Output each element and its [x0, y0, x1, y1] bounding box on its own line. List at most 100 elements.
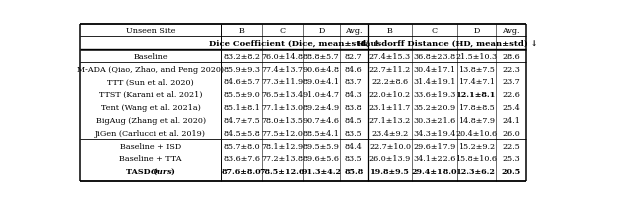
Text: 84.6: 84.6: [345, 65, 363, 73]
Text: Tent (Wang et al. 2021a): Tent (Wang et al. 2021a): [100, 103, 200, 111]
Text: 19.8±9.5: 19.8±9.5: [370, 167, 410, 175]
Text: 90.6±4.8: 90.6±4.8: [303, 65, 340, 73]
Text: 82.7: 82.7: [345, 52, 363, 60]
Text: 15.8±10.6: 15.8±10.6: [455, 155, 497, 163]
Text: 34.1±22.6: 34.1±22.6: [413, 155, 456, 163]
Text: B: B: [387, 27, 393, 35]
Text: 20.5: 20.5: [501, 167, 521, 175]
Text: Ours: Ours: [151, 167, 172, 175]
Text: TASD (: TASD (: [126, 167, 157, 175]
Text: 13.8±7.5: 13.8±7.5: [458, 65, 495, 73]
Text: D: D: [473, 27, 479, 35]
Text: 29.4±18.0: 29.4±18.0: [412, 167, 458, 175]
Text: 12.3±6.2: 12.3±6.2: [456, 167, 496, 175]
Text: Dice Coefficient (Dice, mean±std) ↑: Dice Coefficient (Dice, mean±std) ↑: [209, 40, 380, 48]
Text: 83.6±7.6: 83.6±7.6: [223, 155, 260, 163]
Text: 29.6±17.9: 29.6±17.9: [413, 142, 456, 150]
Text: Hausdorff Distance (HD, mean±std) ↓: Hausdorff Distance (HD, mean±std) ↓: [356, 40, 538, 48]
Text: Baseline + TTA: Baseline + TTA: [120, 155, 182, 163]
Text: 22.6: 22.6: [502, 91, 520, 99]
Text: 88.8±5.7: 88.8±5.7: [303, 52, 340, 60]
Text: 20.4±10.6: 20.4±10.6: [455, 129, 497, 137]
Text: 77.5±12.0: 77.5±12.0: [261, 129, 303, 137]
Text: 76.0±14.8: 76.0±14.8: [261, 52, 303, 60]
Text: 27.1±13.2: 27.1±13.2: [369, 116, 411, 124]
Text: 22.3: 22.3: [502, 65, 520, 73]
Text: 77.1±13.0: 77.1±13.0: [261, 103, 303, 111]
Text: 22.2±8.6: 22.2±8.6: [371, 78, 408, 86]
Text: 25.3: 25.3: [502, 155, 520, 163]
Text: 77.4±13.7: 77.4±13.7: [261, 65, 303, 73]
Text: BigAug (Zhang et al. 2020): BigAug (Zhang et al. 2020): [95, 116, 205, 124]
Text: 78.5±12.6: 78.5±12.6: [260, 167, 305, 175]
Text: 25.4: 25.4: [502, 103, 520, 111]
Text: Avg.: Avg.: [502, 27, 520, 35]
Text: 85.7±8.0: 85.7±8.0: [223, 142, 260, 150]
Text: 14.8±7.9: 14.8±7.9: [458, 116, 495, 124]
Text: 24.1: 24.1: [502, 116, 520, 124]
Text: 84.4: 84.4: [345, 142, 363, 150]
Text: 91.3±4.2: 91.3±4.2: [301, 167, 341, 175]
Text: 76.5±13.4: 76.5±13.4: [261, 91, 303, 99]
Text: 26.0: 26.0: [502, 129, 520, 137]
Text: 83.2±8.2: 83.2±8.2: [223, 52, 260, 60]
Text: 22.7±11.2: 22.7±11.2: [369, 65, 411, 73]
Text: 88.5±4.1: 88.5±4.1: [303, 129, 340, 137]
Text: 22.7±10.0: 22.7±10.0: [369, 142, 411, 150]
Text: C: C: [279, 27, 285, 35]
Text: 23.4±9.2: 23.4±9.2: [371, 129, 408, 137]
Text: 21.5±10.3: 21.5±10.3: [455, 52, 497, 60]
Text: ): ): [170, 167, 174, 175]
Text: JiGen (Carlucci et al. 2019): JiGen (Carlucci et al. 2019): [95, 129, 206, 137]
Text: 78.1±12.9: 78.1±12.9: [261, 142, 303, 150]
Text: 17.4±7.1: 17.4±7.1: [458, 78, 495, 86]
Text: 84.7±7.5: 84.7±7.5: [223, 116, 260, 124]
Text: 89.5±5.9: 89.5±5.9: [303, 142, 340, 150]
Text: C: C: [431, 27, 438, 35]
Text: 23.7: 23.7: [502, 78, 520, 86]
Text: 87.6±8.0: 87.6±8.0: [222, 167, 262, 175]
Text: 84.5±5.8: 84.5±5.8: [223, 129, 260, 137]
Text: 91.0±4.7: 91.0±4.7: [303, 91, 340, 99]
Text: 77.3±11.9: 77.3±11.9: [261, 78, 303, 86]
Text: 15.2±9.2: 15.2±9.2: [458, 142, 495, 150]
Text: 30.3±21.6: 30.3±21.6: [413, 116, 456, 124]
Text: 83.5: 83.5: [345, 129, 363, 137]
Text: 28.6: 28.6: [502, 52, 520, 60]
Text: 22.5: 22.5: [502, 142, 520, 150]
Text: 89.0±4.1: 89.0±4.1: [303, 78, 340, 86]
Text: 85.9±9.3: 85.9±9.3: [223, 65, 260, 73]
Text: TTST (Karani et al. 2021): TTST (Karani et al. 2021): [99, 91, 202, 99]
Text: 83.7: 83.7: [345, 78, 363, 86]
Text: D: D: [318, 27, 324, 35]
Text: 90.7±4.6: 90.7±4.6: [303, 116, 340, 124]
Text: 22.0±10.2: 22.0±10.2: [369, 91, 411, 99]
Text: 84.5: 84.5: [345, 116, 363, 124]
Text: Baseline: Baseline: [133, 52, 168, 60]
Text: 31.4±19.1: 31.4±19.1: [413, 78, 456, 86]
Text: 89.6±5.6: 89.6±5.6: [303, 155, 340, 163]
Text: 84.6±5.7: 84.6±5.7: [223, 78, 260, 86]
Text: 17.8±8.5: 17.8±8.5: [458, 103, 495, 111]
Text: 12.1±8.1: 12.1±8.1: [456, 91, 497, 99]
Text: 85.5±9.0: 85.5±9.0: [223, 91, 260, 99]
Text: 83.5: 83.5: [345, 155, 363, 163]
Text: Baseline + ISD: Baseline + ISD: [120, 142, 181, 150]
Text: B: B: [239, 27, 244, 35]
Text: 26.0±13.9: 26.0±13.9: [369, 155, 411, 163]
Text: 85.1±8.1: 85.1±8.1: [223, 103, 260, 111]
Text: 89.2±4.9: 89.2±4.9: [303, 103, 340, 111]
Text: M-ADA (Qiao, Zhao, and Peng 2020): M-ADA (Qiao, Zhao, and Peng 2020): [77, 65, 224, 73]
Text: 27.4±15.3: 27.4±15.3: [369, 52, 411, 60]
Text: 77.2±13.8: 77.2±13.8: [261, 155, 303, 163]
Text: 78.0±13.5: 78.0±13.5: [261, 116, 303, 124]
Text: 83.8: 83.8: [345, 103, 363, 111]
Text: Unseen Site: Unseen Site: [126, 27, 175, 35]
Text: 30.4±17.1: 30.4±17.1: [413, 65, 456, 73]
Text: 85.8: 85.8: [344, 167, 364, 175]
Text: 34.3±19.4: 34.3±19.4: [413, 129, 456, 137]
Text: 23.1±11.7: 23.1±11.7: [369, 103, 411, 111]
Text: 36.8±23.8: 36.8±23.8: [413, 52, 456, 60]
Text: TTT (Sun et al. 2020): TTT (Sun et al. 2020): [108, 78, 194, 86]
Text: 84.3: 84.3: [345, 91, 363, 99]
